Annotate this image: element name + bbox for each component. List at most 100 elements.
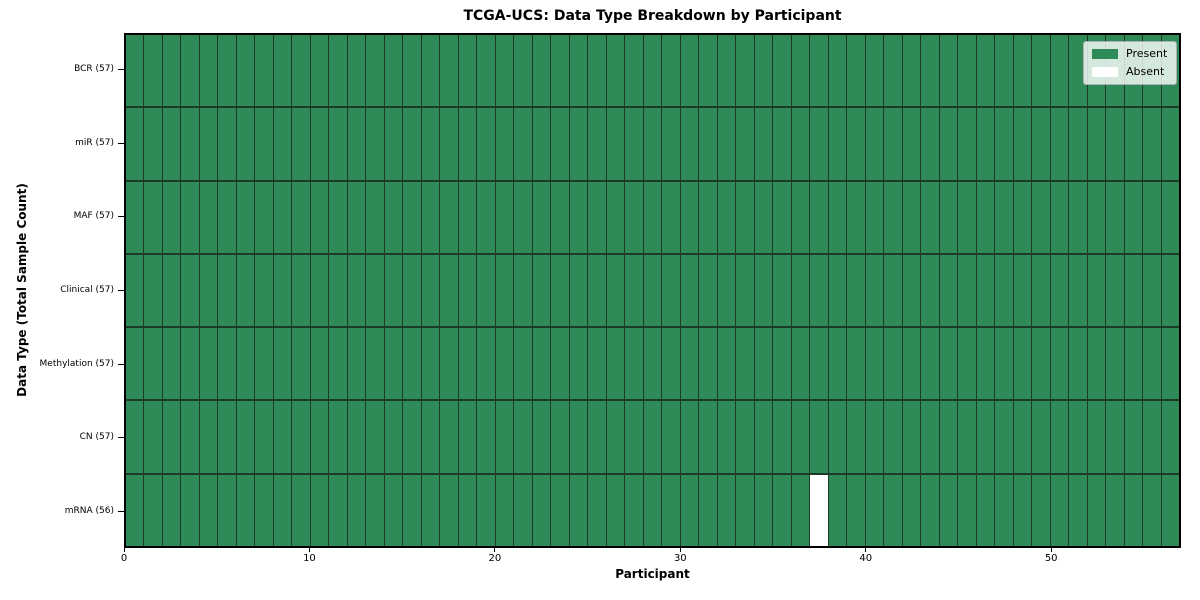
heatmap-cell: [347, 108, 366, 180]
heatmap-cell: [218, 108, 236, 180]
heatmap-cell: [347, 474, 366, 546]
heatmap-cell: [699, 474, 717, 546]
heatmap-cell: [458, 474, 477, 546]
heatmap-cell: [958, 181, 976, 253]
heatmap-cell: [1032, 401, 1050, 473]
heatmap-cell: [1087, 328, 1106, 400]
x-tick-label: 30: [673, 553, 687, 564]
heatmap-cell: [126, 108, 144, 180]
heatmap-cell: [921, 401, 939, 473]
heatmap-cell: [717, 328, 736, 400]
heatmap-cell: [1143, 108, 1161, 180]
heatmap-cell: [810, 474, 828, 546]
heatmap-cell: [865, 181, 884, 253]
heatmap-cell: [939, 108, 958, 180]
legend-entry-absent: Absent: [1092, 66, 1168, 78]
heatmap-cell: [995, 474, 1013, 546]
heatmap-cell: [791, 474, 810, 546]
heatmap-cell: [625, 328, 643, 400]
heatmap-cell: [366, 328, 384, 400]
heatmap-cell: [847, 181, 865, 253]
heatmap-cell: [199, 474, 218, 546]
heatmap-cell: [292, 35, 310, 107]
heatmap-cell: [532, 35, 551, 107]
heatmap-cell: [255, 181, 273, 253]
heatmap-cell: [1106, 108, 1124, 180]
heatmap-cell: [699, 328, 717, 400]
heatmap-cell: [236, 108, 255, 180]
heatmap-cell: [458, 401, 477, 473]
heatmap-cell: [514, 328, 532, 400]
heatmap-cell: [1106, 401, 1124, 473]
heatmap-cell: [884, 35, 902, 107]
heatmap-cell: [1050, 108, 1069, 180]
heatmap-cell: [403, 254, 421, 327]
heatmap-cell: [329, 35, 347, 107]
heatmap-cell: [384, 401, 403, 473]
heatmap-cell: [514, 401, 532, 473]
heatmap-cell: [199, 181, 218, 253]
heatmap-cell: [199, 108, 218, 180]
heatmap-cell: [1069, 328, 1087, 400]
heatmap-cell: [1050, 181, 1069, 253]
heatmap-cell: [643, 181, 662, 253]
heatmap-cell: [958, 474, 976, 546]
heatmap-cell: [310, 35, 329, 107]
heatmap-cell: [403, 108, 421, 180]
heatmap-cell: [162, 474, 181, 546]
heatmap-cell: [902, 181, 921, 253]
heatmap-cell: [884, 181, 902, 253]
y-tick-mark: [118, 510, 124, 512]
heatmap-cell: [1013, 328, 1032, 400]
heatmap-cell: [366, 108, 384, 180]
heatmap-cell: [144, 35, 162, 107]
heatmap-cell: [569, 108, 588, 180]
x-tick-mark: [308, 548, 310, 552]
heatmap-cell: [847, 474, 865, 546]
heatmap-cell: [218, 328, 236, 400]
heatmap-cell: [569, 328, 588, 400]
heatmap-cell: [588, 181, 606, 253]
heatmap-cell: [514, 35, 532, 107]
heatmap-cell: [736, 328, 754, 400]
heatmap-cell: [458, 181, 477, 253]
heatmap-cell: [1069, 474, 1087, 546]
y-tick-label: Methylation (57): [39, 358, 114, 369]
y-tick-label: Clinical (57): [60, 285, 114, 295]
heatmap-cell: [847, 401, 865, 473]
heatmap-cell: [958, 328, 976, 400]
x-tick-label: 10: [303, 553, 316, 564]
heatmap-cell: [329, 474, 347, 546]
heatmap-cell: [828, 328, 847, 400]
heatmap-cell: [847, 108, 865, 180]
heatmap-cell: [1143, 328, 1161, 400]
heatmap-cell: [218, 401, 236, 473]
heatmap-cell: [643, 108, 662, 180]
heatmap-cell: [699, 254, 717, 327]
y-tick-label: CN (57): [79, 432, 114, 443]
heatmap-cell: [199, 254, 218, 327]
heatmap-cell: [236, 181, 255, 253]
heatmap-cell: [995, 401, 1013, 473]
heatmap-cell: [754, 181, 773, 253]
heatmap-cell: [1087, 181, 1106, 253]
heatmap-cell: [958, 108, 976, 180]
heatmap-cell: [810, 35, 828, 107]
heatmap-cell: [1050, 35, 1069, 107]
heatmap-cell: [847, 328, 865, 400]
heatmap-cell: [477, 254, 495, 327]
heatmap-cell: [477, 108, 495, 180]
y-tick-label: MAF (57): [73, 211, 114, 222]
heatmap-cell: [902, 35, 921, 107]
heatmap-cell: [902, 474, 921, 546]
heatmap-cell: [403, 401, 421, 473]
heatmap-cell: [995, 254, 1013, 327]
heatmap-cell: [828, 401, 847, 473]
heatmap-cell: [1032, 328, 1050, 400]
heatmap-cell: [791, 254, 810, 327]
heatmap-cell: [236, 328, 255, 400]
heatmap-cell: [1124, 181, 1143, 253]
heatmap-cell: [717, 181, 736, 253]
heatmap-cell: [329, 328, 347, 400]
absent-swatch: [1092, 67, 1118, 77]
